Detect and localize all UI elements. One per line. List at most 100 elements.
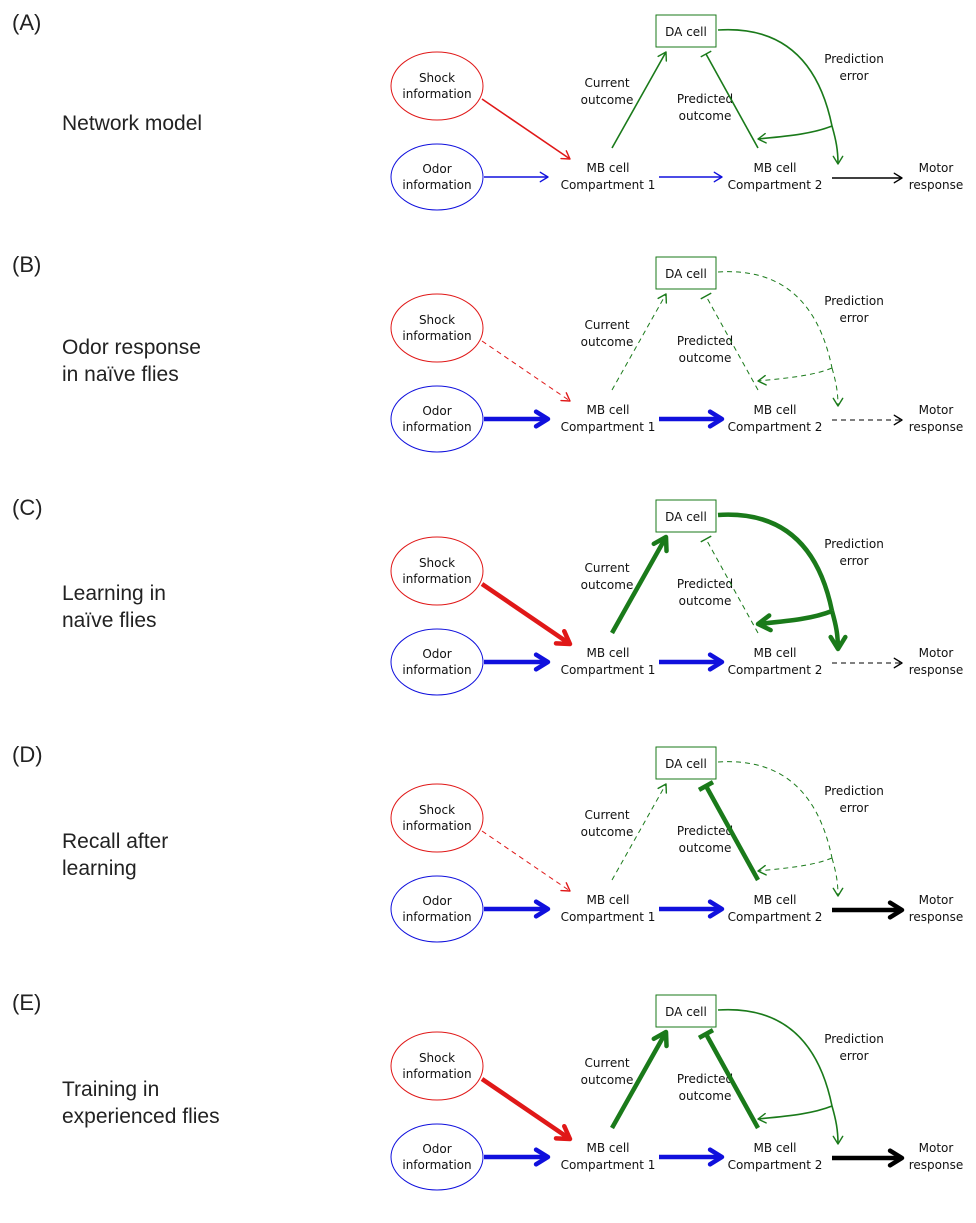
odor-to-mb1-edge-arrowhead	[533, 409, 551, 429]
shock-information-node	[390, 783, 484, 853]
prediction-error-label: Prediction	[824, 1032, 884, 1046]
prediction-error-label: Prediction	[824, 52, 884, 66]
prediction-error-down-edge-arrowhead	[832, 1135, 844, 1145]
da-cell-node	[655, 994, 717, 1028]
prediction-error-down-edge-arrowhead	[832, 887, 844, 897]
odor-to-mb1-edge-arrowhead	[539, 171, 549, 183]
mb1-to-mb2-edge-arrowhead	[707, 409, 725, 429]
panel-caption: Odor response in naïve flies	[62, 334, 201, 388]
shock-label: Shock	[419, 1051, 455, 1065]
mb1-to-mb2-edge-arrowhead	[713, 171, 723, 183]
current-outcome-edge	[611, 293, 667, 391]
odor-label: information	[402, 178, 471, 192]
mb2-to-motor-edge-arrowhead	[893, 657, 903, 669]
odor-to-mb1-edge-arrowhead	[533, 1147, 551, 1167]
panel-caption: Training in experienced flies	[62, 1076, 220, 1130]
current-outcome-edge-arrowhead	[657, 293, 668, 304]
panel-e: (E) Training in experienced flies Shock info…	[0, 988, 976, 1223]
shock-label: Shock	[419, 556, 455, 570]
shock-label: Shock	[419, 803, 455, 817]
prediction-error-label: Prediction	[824, 294, 884, 308]
current-outcome-edge	[610, 1030, 668, 1130]
da-cell-node	[655, 256, 717, 290]
panel-letter: (C)	[12, 495, 43, 520]
prediction-error-down-edge	[831, 857, 839, 897]
shock-to-mb1-edge	[480, 582, 572, 646]
predicted-outcome-edge-inhibition-bar	[697, 780, 715, 792]
mb-compartment-2-label: MB cell	[753, 646, 796, 660]
shock-to-mb1-edge-arrowhead	[560, 150, 571, 160]
motor-response-label: Motor	[919, 646, 954, 660]
mb-compartment-1-label: Compartment 1	[561, 420, 656, 434]
predicted-outcome-edge-inhibition-bar	[700, 535, 712, 543]
shock-label: Shock	[419, 313, 455, 327]
motor-response-label: response	[909, 1158, 964, 1172]
odor-to-mb1-edge-arrowhead	[533, 899, 551, 919]
da-cell-label: DA cell	[665, 1005, 707, 1019]
predicted-outcome-label: outcome	[679, 109, 732, 123]
current-outcome-label: Current	[584, 561, 629, 575]
prediction-error-to-mb2-edge	[757, 125, 833, 140]
prediction-error-to-mb2-edge	[757, 857, 833, 872]
mb-compartment-1-label: MB cell	[586, 893, 629, 907]
caption-line: Training in	[62, 1078, 160, 1101]
current-outcome-label: Current	[584, 1056, 629, 1070]
shock-label: information	[402, 572, 471, 586]
predicted-outcome-label: outcome	[679, 594, 732, 608]
odor-to-mb1-edge-arrowhead	[533, 652, 551, 672]
da-cell-node	[655, 499, 717, 533]
current-outcome-label: Current	[584, 318, 629, 332]
prediction-error-edge	[717, 1008, 833, 1107]
prediction-error-label: error	[839, 69, 868, 83]
da-cell-node	[655, 14, 717, 48]
current-outcome-edge-arrowhead	[657, 51, 668, 62]
shock-to-mb1-edge	[481, 340, 571, 402]
caption-line: Odor response	[62, 336, 201, 359]
odor-label: information	[402, 420, 471, 434]
prediction-error-down-edge	[831, 1105, 839, 1145]
current-outcome-label: outcome	[581, 93, 634, 107]
prediction-error-edge	[717, 761, 833, 859]
circuit-diagram: Shock information Odor information DA cell MB…	[390, 14, 964, 211]
panel-letter: (A)	[12, 10, 42, 35]
panel-b: (B) Odor response in naïve flies Shock infor…	[0, 250, 976, 485]
predicted-outcome-label: Predicted	[677, 577, 733, 591]
shock-information-node	[390, 51, 484, 121]
predicted-outcome-edge-inhibition-bar	[700, 292, 712, 300]
prediction-error-down-edge-arrowhead	[832, 155, 844, 165]
prediction-error-edge	[717, 28, 833, 127]
shock-label: information	[402, 1067, 471, 1081]
mb1-to-mb2-edge-arrowhead	[707, 1147, 725, 1167]
predicted-outcome-edge-inhibition-bar	[700, 50, 712, 58]
mb-compartment-2-label: MB cell	[753, 161, 796, 175]
mb-compartment-2-label: MB cell	[753, 893, 796, 907]
motor-response-label: response	[909, 178, 964, 192]
circuit-diagram: Shock information Odor information DA cell MB…	[390, 499, 964, 696]
mb-compartment-1-label: MB cell	[586, 161, 629, 175]
prediction-error-to-mb2-edge-arrowhead	[757, 1112, 767, 1124]
prediction-error-down-edge-arrowhead	[832, 397, 844, 407]
current-outcome-edge-arrowhead	[651, 1029, 669, 1049]
odor-information-node	[390, 385, 484, 453]
mb1-to-mb2-edge-arrowhead	[707, 899, 725, 919]
motor-response-label: Motor	[919, 1141, 954, 1155]
prediction-error-label: error	[839, 311, 868, 325]
shock-to-mb1-edge	[481, 98, 571, 160]
prediction-error-label: error	[839, 554, 868, 568]
panel-letter: (D)	[12, 742, 43, 767]
prediction-error-to-mb2-edge-arrowhead	[757, 132, 767, 144]
caption-line: Network model	[62, 112, 203, 135]
prediction-error-label: error	[839, 801, 868, 815]
circuit-diagram: Shock information Odor information DA cell MB…	[390, 746, 963, 943]
shock-to-mb1-edge	[480, 1077, 572, 1141]
predicted-outcome-label: outcome	[679, 841, 732, 855]
shock-label: Shock	[419, 71, 455, 85]
predicted-outcome-label: Predicted	[677, 824, 733, 838]
prediction-error-down-edge	[831, 367, 839, 407]
predicted-outcome-edge	[705, 53, 759, 149]
motor-response-label: response	[909, 663, 964, 677]
current-outcome-label: Current	[584, 76, 629, 90]
odor-information-node	[390, 143, 484, 211]
da-cell-label: DA cell	[665, 510, 707, 524]
current-outcome-edge	[611, 783, 667, 881]
